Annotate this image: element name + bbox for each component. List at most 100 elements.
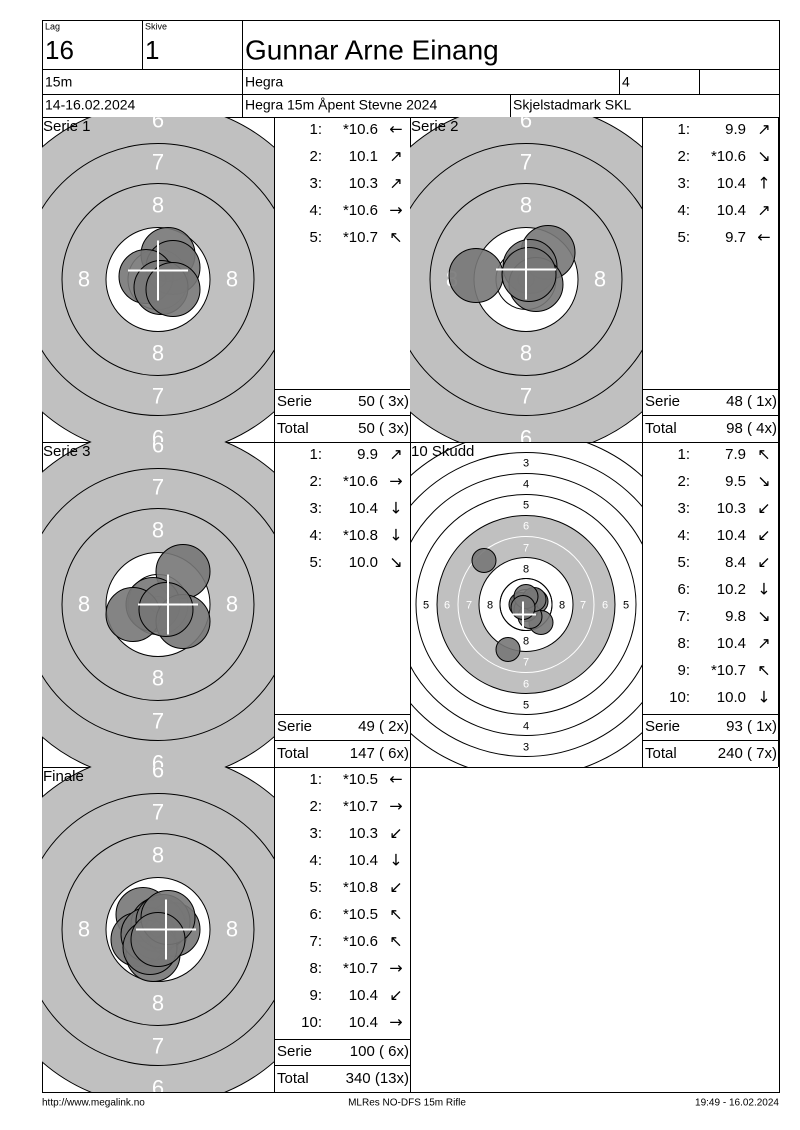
ring-label: 5 <box>523 499 529 511</box>
ring-label: 7 <box>523 542 529 554</box>
shot-number: 2: <box>309 473 322 490</box>
ring-label: 6 <box>520 425 532 450</box>
shot-score: 9.5 <box>725 473 746 490</box>
ring-label: 3 <box>523 457 529 469</box>
shot-number: 4: <box>309 527 322 544</box>
ring-label: 8 <box>78 916 90 941</box>
ring-label: 8 <box>152 990 164 1015</box>
shot-score: *10.6 <box>343 473 378 490</box>
shot-score: 10.4 <box>349 987 378 1004</box>
ring-label: 8 <box>152 842 164 867</box>
footer-url: http://www.megalink.no <box>42 1098 145 1109</box>
shot-number: 7: <box>677 608 690 625</box>
shot-number: 4: <box>677 202 690 219</box>
shot-number: 1: <box>309 771 322 788</box>
shot-direction: ↗ <box>757 120 770 139</box>
ring-label: 8 <box>152 192 164 217</box>
shot-score: *10.7 <box>343 229 378 246</box>
serie-score: 100 ( 6x) <box>350 1043 409 1060</box>
shot-number: 2: <box>309 148 322 165</box>
ring-label: 8 <box>559 599 565 611</box>
shot-score: 10.3 <box>349 825 378 842</box>
shot-hole <box>471 548 497 573</box>
ring-label: 6 <box>152 750 164 775</box>
shot-direction: ↙ <box>389 878 402 897</box>
ring <box>410 473 642 736</box>
ring-label: 6 <box>602 599 608 611</box>
ring <box>61 183 255 376</box>
ring-label: 4 <box>402 599 408 611</box>
ring-label: 5 <box>623 599 629 611</box>
shot-number: 3: <box>309 175 322 192</box>
shot-score: 7.9 <box>725 446 746 463</box>
serie-label: Serie <box>277 393 312 410</box>
panel-title: Serie 2 <box>411 118 459 135</box>
shot-direction: ← <box>389 120 402 139</box>
shot-number: 9: <box>309 987 322 1004</box>
ring-label: 8 <box>152 665 164 690</box>
ring <box>429 183 623 376</box>
shot-direction: ↖ <box>389 932 402 951</box>
shot-direction: → <box>389 1013 402 1032</box>
shot-direction: ↗ <box>757 201 770 220</box>
shot-direction: ↘ <box>757 472 770 491</box>
ring <box>410 143 642 416</box>
shot-number: 3: <box>309 825 322 842</box>
ring-label: 6 <box>152 425 164 450</box>
panel-title: 10 Skudd <box>411 443 474 460</box>
shot-score: 10.1 <box>349 148 378 165</box>
total-score: 240 ( 7x) <box>718 745 777 762</box>
footer-timestamp: 19:49 - 16.02.2024 <box>695 1098 779 1109</box>
shot-hole <box>448 248 504 303</box>
shot-score: *10.8 <box>343 527 378 544</box>
shot-direction: ↑ <box>757 174 770 193</box>
ring-label: 8 <box>152 517 164 542</box>
shot-number: 5: <box>309 879 322 896</box>
shot-hole <box>501 247 557 302</box>
panel-title: Serie 1 <box>43 118 91 135</box>
shot-number: 3: <box>677 500 690 517</box>
ring-label: 6 <box>444 599 450 611</box>
ring-label: 6 <box>520 107 532 132</box>
shot-direction: ↘ <box>757 147 770 166</box>
shot-score: *10.6 <box>343 121 378 138</box>
ring-label: 5 <box>523 699 529 711</box>
shot-score: 10.3 <box>717 500 746 517</box>
shot-score: 10.4 <box>717 175 746 192</box>
shot-score: 9.7 <box>725 229 746 246</box>
ring <box>42 143 274 416</box>
shot-score: *10.6 <box>343 202 378 219</box>
ring-label: 6 <box>523 678 529 690</box>
skive: 1 <box>145 35 159 65</box>
shot-direction: ↙ <box>757 526 770 545</box>
shot-direction: → <box>389 797 402 816</box>
ring-label: 3 <box>381 599 387 611</box>
ring-label: 4 <box>644 599 650 611</box>
shot-number: 3: <box>309 500 322 517</box>
serie-score: 93 ( 1x) <box>726 718 777 735</box>
serie-label: Serie <box>277 718 312 735</box>
total-score: 147 ( 6x) <box>350 745 409 762</box>
ring-label: 6 <box>152 432 164 457</box>
shot-score: 10.0 <box>349 554 378 571</box>
shot-number: 8: <box>309 960 322 977</box>
ring-label: 8 <box>523 563 529 575</box>
shot-score: *10.7 <box>343 798 378 815</box>
ring-label: 7 <box>520 383 532 408</box>
ring <box>61 833 255 1026</box>
shot-score: 10.4 <box>717 635 746 652</box>
shot-direction: ↓ <box>389 851 402 870</box>
lag: 16 <box>45 35 74 65</box>
shot-direction: ↙ <box>389 986 402 1005</box>
shot-hole <box>495 637 521 662</box>
total-label: Total <box>277 745 309 762</box>
skive-label: Skive <box>145 21 167 31</box>
ring-label: 8 <box>78 266 90 291</box>
shot-number: 7: <box>309 933 322 950</box>
